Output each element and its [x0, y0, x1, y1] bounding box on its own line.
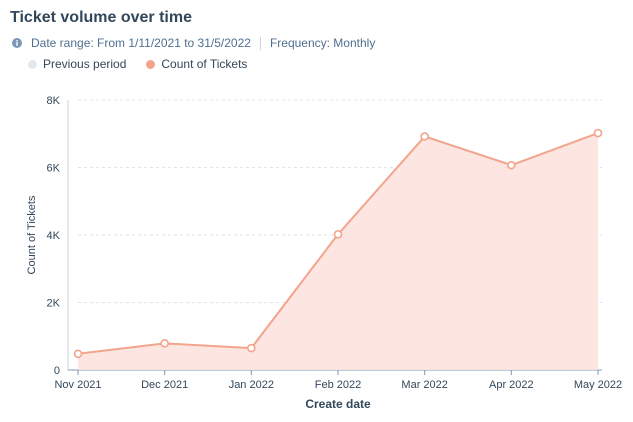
y-tick-label: 8K — [47, 95, 61, 107]
data-point — [593, 128, 603, 138]
series-area-count-of-tickets — [78, 133, 598, 370]
legend-item-count-of-tickets[interactable]: Count of Tickets — [146, 57, 247, 71]
legend-item-previous-period[interactable]: Previous period — [28, 57, 126, 71]
legend-swatch-previous-period — [28, 59, 37, 69]
meta-divider — [259, 36, 261, 50]
chart-title: Ticket volume over time — [10, 9, 192, 26]
y-tick-label: 6K — [47, 163, 61, 175]
x-tick-label: Nov 2021 — [54, 379, 101, 391]
legend-label-count-of-tickets: Count of Tickets — [161, 57, 248, 71]
data-point — [333, 230, 343, 239]
date-range-label: Date range: From 1/11/2021 to 31/5/2022 — [31, 36, 251, 50]
data-point — [420, 132, 429, 141]
legend-swatch-count-of-tickets — [146, 59, 156, 69]
chart-legend: Previous period Count of Tickets — [28, 57, 267, 71]
x-tick-label: Dec 2021 — [141, 379, 188, 391]
report-meta: Date range: From 1/11/2021 to 31/5/2022 … — [12, 36, 375, 50]
x-tick-label: Feb 2022 — [315, 379, 361, 391]
info-icon[interactable] — [12, 38, 22, 48]
y-tick-label: 2K — [47, 298, 61, 310]
data-point — [507, 160, 516, 170]
x-tick-label: Mar 2022 — [401, 379, 447, 391]
y-axis-title: Count of Tickets — [26, 195, 38, 274]
y-tick-label: 0 — [54, 365, 60, 377]
x-tick-label: May 2022 — [574, 379, 622, 391]
legend-label-previous-period: Previous period — [43, 57, 127, 71]
data-point — [247, 343, 256, 353]
data-point — [73, 349, 83, 359]
frequency-label: Frequency: Monthly — [269, 36, 376, 50]
x-axis-title: Create date — [305, 397, 371, 411]
data-point — [160, 339, 169, 348]
x-tick-label: Jan 2022 — [229, 379, 274, 391]
y-tick-label: 4K — [47, 230, 61, 242]
x-tick-label: Apr 2022 — [489, 379, 534, 391]
